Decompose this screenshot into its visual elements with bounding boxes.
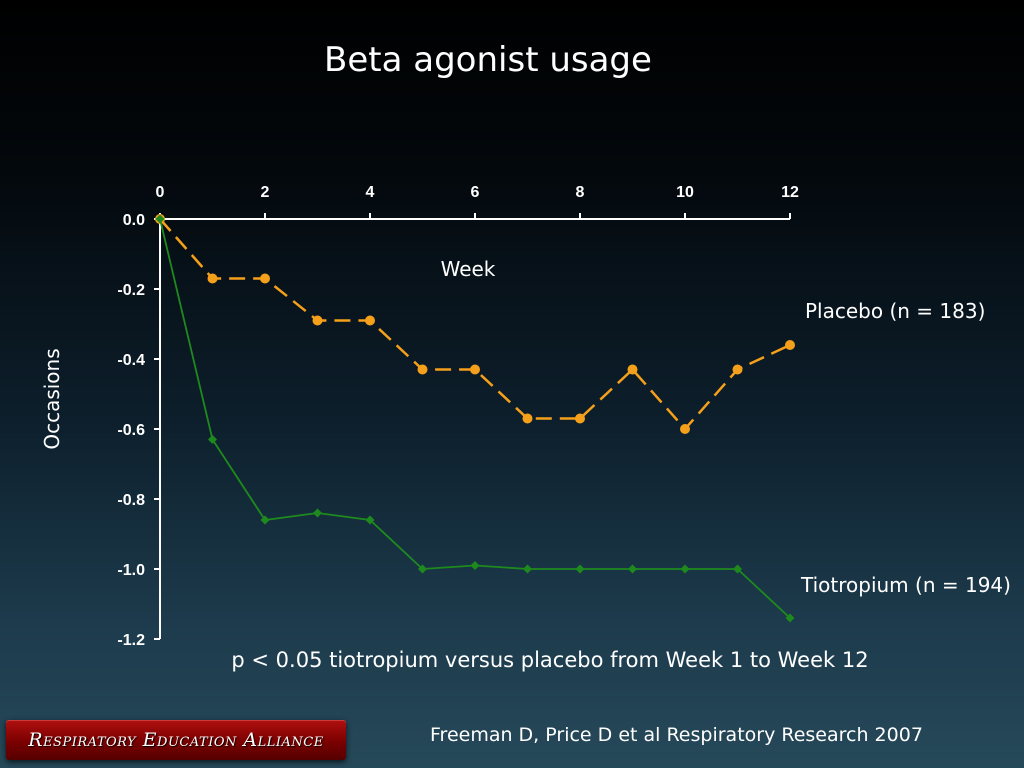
- y-tick-label: -0.8: [117, 492, 145, 509]
- chart-labels: Week Occasions Placebo (n = 183) Tiotropium…: [40, 257, 1011, 597]
- tiotropium-series-label: Tiotropium (n = 194): [800, 573, 1011, 597]
- placebo-point: [365, 315, 375, 326]
- tiotropium-point: [155, 214, 165, 224]
- tiotropium-point: [365, 515, 375, 525]
- x-tick-label: 0: [156, 184, 165, 201]
- placebo-point: [522, 413, 533, 424]
- line-chart: 0 2 4 6 8 10 12 0.0 -0.2 -0.4 -0.6 -0.8 -1.0 -1.2 Wee…: [40, 184, 1011, 649]
- tiotropium-point: [208, 435, 217, 444]
- y-tick-label: 0.0: [123, 212, 145, 229]
- tiotropium-point: [470, 561, 480, 570]
- placebo-point: [470, 364, 480, 375]
- x-tick-label: 12: [781, 184, 799, 201]
- placebo-point: [680, 424, 690, 434]
- y-tick-label: -0.4: [117, 352, 145, 369]
- slide-title: Beta agonist usage: [324, 40, 652, 80]
- y-tick-label: -0.6: [117, 422, 145, 439]
- tiotropium-point: [628, 564, 637, 574]
- tiotropium-point: [785, 613, 795, 623]
- tiotropium-point: [680, 564, 690, 574]
- placebo-series-label: Placebo (n = 183): [805, 299, 985, 323]
- y-tick-label: -0.2: [117, 282, 145, 299]
- tiotropium-point: [418, 564, 427, 574]
- logo-text: Respiratory Education Alliance: [28, 729, 324, 751]
- placebo-point: [575, 413, 585, 424]
- x-tick-label: 8: [576, 184, 585, 201]
- chart-tick-labels: 0 2 4 6 8 10 12 0.0 -0.2 -0.4 -0.6 -0.8 -1.0 -1.2: [117, 184, 799, 649]
- placebo-point: [260, 273, 270, 284]
- x-tick-label: 10: [676, 184, 694, 201]
- tiotropium-point: [575, 564, 585, 574]
- tiotropium-point: [733, 564, 742, 574]
- x-tick-label: 2: [261, 184, 270, 201]
- x-axis-label: Week: [441, 257, 496, 281]
- y-axis-label: Occasions: [40, 348, 64, 449]
- placebo-line: [159, 218, 791, 431]
- placebo-point: [785, 340, 795, 350]
- placebo-point: [207, 273, 218, 284]
- logo: Respiratory Education Alliance: [6, 720, 346, 760]
- x-tick-label: 6: [471, 184, 480, 201]
- placebo-point: [312, 315, 323, 326]
- chart-series: [155, 214, 795, 623]
- citation: Freeman D, Price D et al Respiratory Res…: [430, 724, 923, 746]
- tiotropium-point: [313, 508, 322, 518]
- x-tick-label: 4: [366, 184, 375, 201]
- tiotropium-point: [523, 564, 532, 574]
- placebo-point: [627, 364, 638, 375]
- y-tick-label: -1.2: [117, 632, 145, 649]
- y-tick-label: -1.0: [117, 562, 145, 579]
- placebo-point: [732, 364, 743, 375]
- tiotropium-point: [260, 515, 270, 525]
- placebo-point: [417, 364, 428, 375]
- significance-note: p < 0.05 tiotropium versus placebo from …: [231, 648, 869, 672]
